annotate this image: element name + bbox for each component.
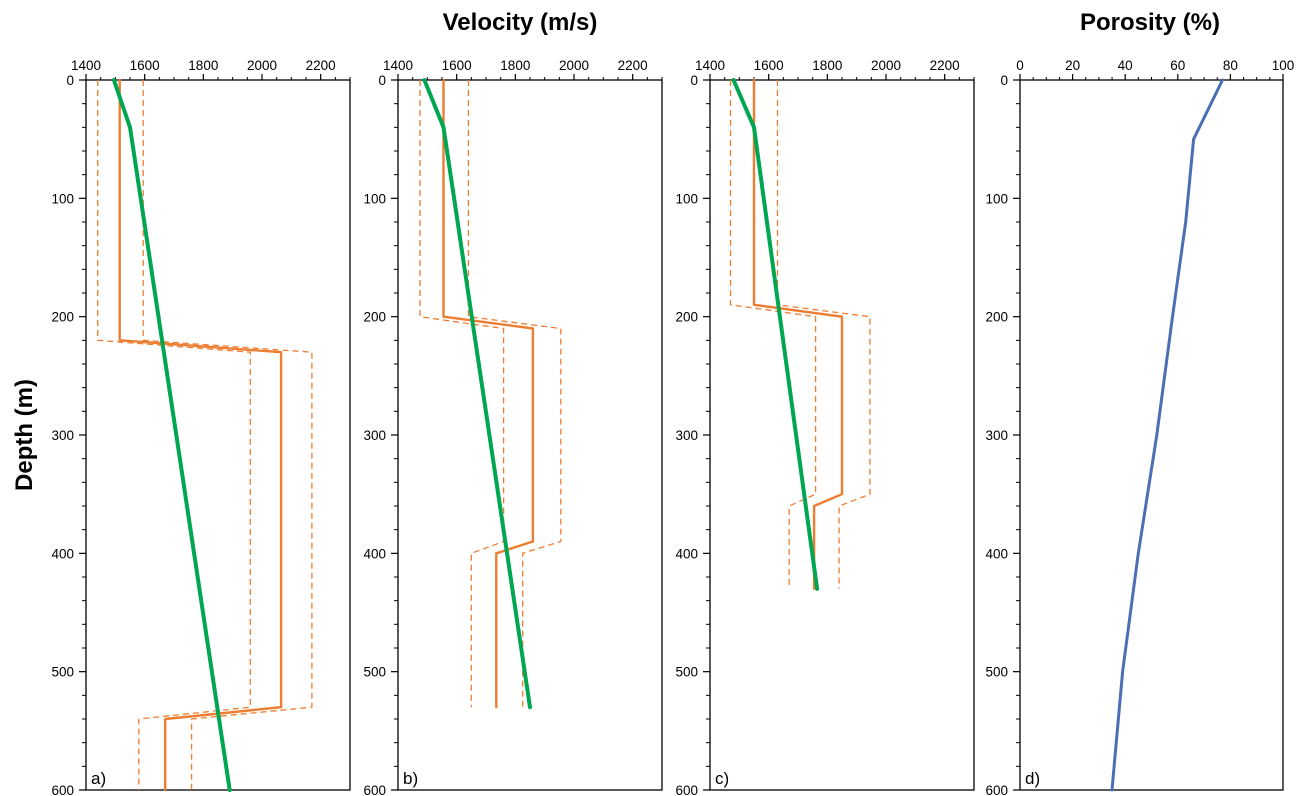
- series-bound-high-line: [142, 80, 313, 790]
- y-tick-label: 200: [985, 310, 1008, 325]
- panel-label: c): [715, 769, 729, 788]
- x-tick-label: 1400: [71, 58, 101, 73]
- y-tick-label: 400: [363, 546, 386, 561]
- y-tick-label: 100: [985, 191, 1008, 206]
- velocity-heading: Velocity (m/s): [443, 9, 598, 36]
- y-tick-label: 0: [378, 73, 386, 88]
- x-tick-label: 2200: [306, 58, 336, 73]
- y-tick-label: 0: [66, 73, 74, 88]
- y-tick-label: 500: [985, 665, 1008, 680]
- y-tick-label: 600: [675, 783, 698, 796]
- x-tick-label: 40: [1118, 58, 1133, 73]
- y-tick-label: 200: [363, 310, 386, 325]
- x-tick-label: 2200: [930, 58, 960, 73]
- plot-frame: [397, 79, 663, 791]
- x-tick-label: 2000: [871, 58, 901, 73]
- y-tick-label: 600: [985, 783, 1008, 796]
- series-trend-line: [111, 78, 232, 792]
- x-tick-label: 100: [1272, 58, 1295, 73]
- y-tick-label: 300: [985, 428, 1008, 443]
- x-tick-label: 1600: [130, 58, 160, 73]
- series-model-line: [752, 78, 844, 590]
- y-tick-label: 300: [51, 428, 74, 443]
- depth-axis-label: Depth (m): [11, 379, 38, 491]
- y-tick-label: 600: [363, 783, 386, 796]
- x-tick-label: 2000: [247, 58, 277, 73]
- x-tick-label: 1400: [383, 58, 413, 73]
- series-bound-high-line: [776, 80, 871, 589]
- y-tick-label: 500: [363, 665, 386, 680]
- chart-panel-3: 1400 1600 1800 2000 2200 0 100 200 300 400 500 600 c…: [675, 58, 975, 796]
- x-tick-label: 1600: [754, 58, 784, 73]
- x-tick-label: 20: [1065, 58, 1080, 73]
- plot-frame: [85, 79, 351, 791]
- series-bound-low-line: [729, 80, 817, 589]
- series-trend-line: [422, 78, 532, 710]
- x-tick-label: 2200: [618, 58, 648, 73]
- series-model-line: [442, 78, 535, 709]
- chart-panel-2: 1400 1600 1800 2000 2200 0 100 200 300 400 500 600 b…: [363, 58, 663, 796]
- x-tick-label: 2000: [559, 58, 589, 73]
- y-tick-label: 500: [51, 665, 74, 680]
- x-tick-label: 1800: [812, 58, 842, 73]
- y-tick-label: 300: [675, 428, 698, 443]
- plot-frame: [1019, 79, 1284, 791]
- y-tick-label: 400: [985, 546, 1008, 561]
- x-tick-label: 1800: [188, 58, 218, 73]
- y-tick-label: 500: [675, 665, 698, 680]
- x-tick-label: 1800: [500, 58, 530, 73]
- chart-panel-1: 1400 1600 1800 2000 2200 0 100 200 300 400 500 600 a…: [51, 58, 351, 796]
- y-tick-label: 300: [363, 428, 386, 443]
- series-porosity-line: [1110, 78, 1224, 792]
- x-tick-label: 60: [1170, 58, 1185, 73]
- series-trend-line: [731, 78, 820, 591]
- x-tick-label: 80: [1223, 58, 1238, 73]
- panel-label: d): [1025, 769, 1040, 788]
- y-tick-label: 600: [51, 783, 74, 796]
- y-tick-label: 100: [363, 191, 386, 206]
- y-tick-label: 200: [51, 310, 74, 325]
- y-tick-label: 0: [1000, 73, 1008, 88]
- series-bound-low-line: [419, 80, 505, 708]
- porosity-heading: Porosity (%): [1080, 9, 1220, 36]
- y-tick-label: 200: [675, 310, 698, 325]
- x-tick-label: 1400: [695, 58, 725, 73]
- y-tick-label: 100: [675, 191, 698, 206]
- y-tick-label: 0: [690, 73, 698, 88]
- x-tick-label: 1600: [442, 58, 472, 73]
- x-tick-label: 0: [1016, 58, 1024, 73]
- panel-label: a): [91, 769, 106, 788]
- series-bound-low-line: [97, 80, 251, 790]
- y-tick-label: 400: [51, 546, 74, 561]
- y-tick-label: 100: [51, 191, 74, 206]
- series-model-line: [118, 78, 283, 792]
- panel-label: b): [403, 769, 418, 788]
- y-tick-label: 400: [675, 546, 698, 561]
- chart-panel-4: 0 20 40 60 80 100 0 100 200 300 400 500 600 d): [985, 58, 1294, 796]
